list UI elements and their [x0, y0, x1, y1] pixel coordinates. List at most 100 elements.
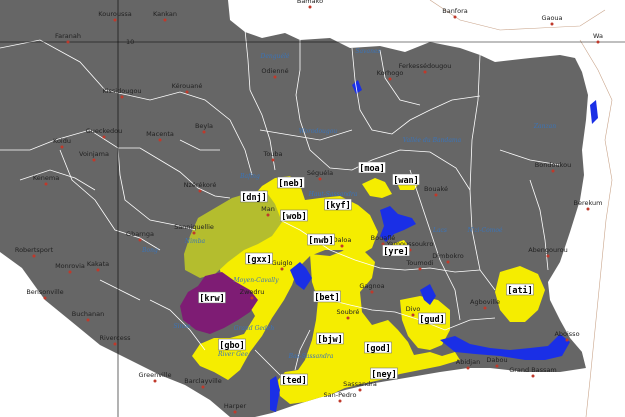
language-code-label: [krw] — [199, 294, 225, 304]
language-code-box — [418, 312, 446, 325]
city-marker: Dabou — [486, 356, 508, 368]
city-label: Monrovia — [55, 262, 85, 270]
city-label: Gaoua — [541, 14, 562, 22]
city-dot — [340, 244, 344, 248]
city-label: Robertsport — [15, 246, 54, 254]
language-code-box — [277, 176, 305, 189]
city-label: Ferkessédougou — [399, 62, 452, 70]
city-marker: Berekum — [573, 199, 603, 211]
city-marker: Gagnoa — [359, 282, 385, 294]
region-label: Haut-Sassandra — [308, 191, 358, 198]
city-label: Kouroussa — [98, 10, 131, 18]
city-label: Bondoukou — [535, 161, 571, 169]
city-label: Kissidougou — [102, 87, 141, 95]
language-code-box — [364, 341, 392, 354]
city-marker: Toumodi — [405, 259, 434, 271]
city-label: Toumodi — [405, 259, 433, 267]
city-dot — [280, 267, 284, 271]
city-dot — [163, 18, 167, 22]
city-label: Kenema — [33, 174, 59, 182]
city-dot — [96, 268, 100, 272]
water-bodies — [270, 80, 598, 412]
city-label: Agboville — [470, 298, 500, 306]
city-marker: Gaoua — [541, 14, 563, 26]
city-marker: Kouroussa — [98, 10, 132, 22]
city-label: Kakata — [87, 260, 109, 268]
city-label: Grand Bassam — [509, 366, 557, 374]
language-labels: [neb] [moa] [wan] [dnj] [kyf] [wob] [nwb] [yre]… — [198, 161, 534, 386]
city-marker: Kankan — [153, 10, 177, 22]
city-marker: Guiglo — [272, 259, 292, 271]
language-code: [yre] — [382, 244, 410, 257]
city-marker: Bondoukou — [535, 161, 571, 173]
city-dot — [68, 270, 72, 274]
city-dot — [308, 5, 312, 9]
city-marker: Harper — [224, 402, 246, 414]
language-code-label: [bet] — [314, 293, 340, 303]
city-marker: Beyla — [195, 122, 213, 134]
city-dot — [273, 75, 277, 79]
region-label: Worodougou — [299, 128, 338, 135]
region-label: Zanzan — [533, 123, 556, 130]
city-dot — [453, 15, 457, 19]
language-code: [wob] — [280, 209, 308, 222]
language-code-label: [ney] — [371, 370, 397, 380]
language-code-label: [dnj] — [241, 192, 267, 203]
region-label: Sinoe — [173, 323, 191, 330]
city-label: Faranah — [55, 32, 81, 40]
city-marker: Divo — [406, 305, 420, 317]
language-code-label: [moa] — [359, 164, 385, 174]
city-dot — [185, 90, 189, 94]
city-dot — [551, 169, 555, 173]
city-dot — [44, 182, 48, 186]
city-label: Gbarnga — [126, 230, 154, 238]
city-marker: Dimbokro — [432, 252, 464, 264]
language-code: [bet] — [313, 290, 341, 303]
city-label: Gagnoa — [359, 282, 384, 290]
city-marker: Buchanan — [72, 310, 104, 322]
city-label: Rivercess — [99, 334, 131, 342]
city-marker: Man — [261, 205, 275, 217]
city-marker: Aboisso — [554, 330, 580, 342]
city-dot — [60, 145, 64, 149]
city-label: Bouaké — [424, 185, 448, 193]
city-label: Man — [261, 205, 275, 213]
city-label: Berekum — [573, 199, 602, 207]
city-label: Bensonville — [26, 288, 63, 296]
language-code: [ted] — [280, 373, 308, 386]
city-dot — [550, 22, 554, 26]
city-dot — [32, 254, 36, 258]
city-marker: San-Pedro — [324, 391, 357, 403]
city-label: Voinjama — [79, 150, 109, 158]
city-dot — [358, 388, 362, 392]
language-code-box — [240, 190, 268, 203]
language-code-label: [bjw] — [317, 334, 343, 345]
city-label: Kankan — [153, 10, 177, 18]
city-dot — [370, 290, 374, 294]
city-marker: Rivercess — [99, 334, 131, 346]
language-code: [nwb] — [307, 233, 335, 246]
city-markers: Kouroussa Kankan Bamako Banfora Gaoua Wa Faran… — [15, 0, 603, 414]
city-label: Macenta — [146, 130, 174, 138]
city-marker: Gbarnga — [126, 230, 154, 242]
city-dot — [250, 296, 254, 300]
city-label: Kérouané — [172, 82, 203, 90]
city-label: Dabou — [486, 356, 507, 364]
language-code-box — [392, 173, 420, 186]
borders — [0, 29, 561, 381]
language-code-box — [316, 332, 344, 345]
city-marker: Soubré — [337, 308, 359, 320]
language-code-label: [yre] — [383, 247, 409, 257]
city-marker: Kérouané — [172, 82, 203, 94]
city-label: Barclayville — [184, 377, 221, 385]
city-dot — [192, 231, 196, 235]
city-label: San-Pedro — [324, 391, 357, 399]
language-code: [gxx] — [245, 252, 273, 265]
graticule-label: 10 — [126, 38, 134, 46]
city-marker: Korhogo — [377, 69, 403, 81]
city-dot — [86, 318, 90, 322]
city-label: Wa — [593, 32, 603, 40]
city-marker: Abidjan — [456, 358, 480, 370]
language-code-box — [198, 291, 226, 304]
